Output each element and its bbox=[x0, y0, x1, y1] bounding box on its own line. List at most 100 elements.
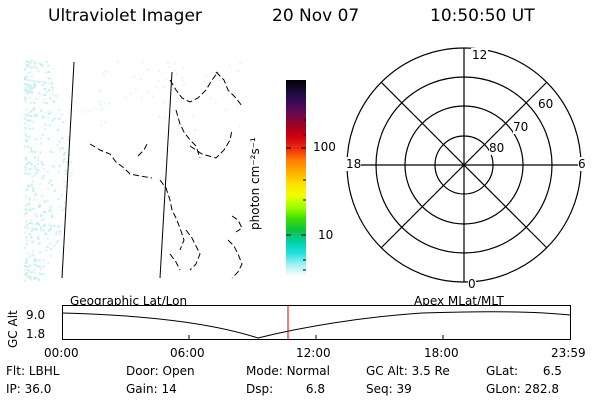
emission-dot bbox=[26, 89, 29, 92]
emission-dot bbox=[108, 102, 111, 105]
emission-dot bbox=[29, 271, 32, 274]
emission-dot bbox=[164, 78, 167, 81]
emission-dot bbox=[24, 156, 27, 159]
emission-dot bbox=[58, 117, 61, 120]
emission-dot bbox=[33, 198, 36, 201]
meridian-line-left bbox=[61, 61, 75, 279]
emission-dot bbox=[69, 160, 72, 163]
emission-dot bbox=[27, 173, 30, 176]
emission-dot bbox=[29, 275, 32, 278]
emission-dot bbox=[25, 236, 28, 238]
emission-dot bbox=[24, 189, 27, 192]
emission-dot bbox=[39, 142, 42, 145]
emission-dot bbox=[44, 200, 46, 203]
emission-dot bbox=[26, 162, 29, 165]
emission-dot bbox=[24, 127, 27, 130]
alt-tick-1-8: 1.8 bbox=[26, 327, 46, 341]
emission-dot bbox=[181, 79, 184, 82]
emission-dot bbox=[26, 60, 29, 63]
emission-dot bbox=[27, 91, 30, 94]
emission-dot bbox=[51, 86, 54, 89]
emission-dot bbox=[48, 82, 51, 85]
emission-dot bbox=[38, 92, 41, 95]
emission-dot bbox=[41, 163, 44, 166]
emission-dot bbox=[28, 203, 30, 205]
emission-dot bbox=[49, 150, 52, 153]
emission-dot bbox=[24, 231, 27, 234]
emission-dot bbox=[28, 96, 31, 99]
status-seq: Seq: 39 bbox=[366, 382, 412, 396]
emission-dot bbox=[28, 65, 30, 68]
emission-dot bbox=[50, 184, 53, 186]
emission-dot bbox=[48, 111, 51, 114]
emission-dot bbox=[30, 114, 33, 117]
emission-dot bbox=[203, 81, 206, 84]
emission-dot bbox=[38, 183, 41, 186]
emission-dot bbox=[30, 235, 33, 238]
emission-dot bbox=[24, 76, 27, 79]
emission-dot bbox=[61, 113, 64, 116]
emission-dot bbox=[40, 137, 43, 139]
emission-dot bbox=[50, 248, 53, 251]
emission-dot bbox=[102, 71, 105, 74]
emission-dot bbox=[41, 115, 44, 118]
emission-dot bbox=[68, 163, 71, 165]
emission-dot bbox=[58, 148, 61, 151]
emission-dot bbox=[51, 215, 54, 218]
emission-dot bbox=[55, 242, 58, 245]
emission-dot bbox=[64, 201, 67, 204]
emission-dot bbox=[42, 93, 45, 96]
status-flt: Flt: LBHL bbox=[6, 364, 60, 378]
emission-dot bbox=[36, 222, 39, 224]
emission-dot bbox=[58, 109, 61, 112]
emission-dot bbox=[63, 215, 66, 218]
emission-dot bbox=[46, 200, 49, 203]
emission-dot bbox=[26, 259, 28, 262]
emission-dot bbox=[26, 223, 29, 226]
emission-dot bbox=[34, 156, 36, 159]
emission-dot bbox=[32, 120, 35, 123]
emission-dot bbox=[30, 219, 33, 222]
emission-dot bbox=[33, 271, 36, 274]
emission-dot bbox=[30, 92, 33, 95]
emission-dot bbox=[104, 102, 107, 105]
emission-dot bbox=[38, 278, 41, 281]
emission-dot bbox=[158, 79, 160, 82]
emission-dot bbox=[27, 270, 30, 273]
emission-dot bbox=[44, 94, 47, 96]
date-label: 20 Nov 07 bbox=[272, 6, 360, 26]
emission-dot bbox=[26, 272, 29, 274]
emission-dot bbox=[24, 140, 27, 143]
alt-tick-9: 9.0 bbox=[26, 308, 46, 322]
emission-dot bbox=[28, 90, 31, 93]
emission-dot bbox=[44, 123, 47, 126]
emission-dot bbox=[37, 156, 40, 159]
emission-dot bbox=[33, 165, 36, 168]
emission-dot bbox=[24, 122, 26, 125]
emission-dot bbox=[26, 252, 29, 255]
emission-dot bbox=[28, 232, 31, 235]
emission-dot bbox=[173, 62, 176, 65]
emission-dot bbox=[32, 80, 35, 83]
emission-dot bbox=[47, 116, 50, 119]
emission-dot bbox=[36, 265, 39, 267]
emission-dot bbox=[35, 259, 38, 262]
emission-dot bbox=[27, 137, 30, 139]
emission-dot bbox=[27, 72, 30, 75]
emission-dot bbox=[30, 185, 33, 188]
emission-dot bbox=[43, 224, 46, 227]
polar-grid bbox=[346, 47, 582, 283]
emission-dot bbox=[205, 84, 208, 87]
emission-dot bbox=[49, 97, 52, 100]
emission-dot bbox=[28, 168, 31, 171]
emission-dot bbox=[26, 78, 29, 81]
emission-dot bbox=[61, 137, 64, 139]
emission-dot bbox=[25, 134, 28, 137]
emission-dot bbox=[31, 91, 34, 94]
gc-alt-axis-label: GC Alt bbox=[6, 310, 20, 348]
emission-dot bbox=[135, 87, 137, 90]
emission-dot bbox=[41, 273, 44, 275]
mlat-label-60: 60 bbox=[538, 97, 554, 111]
emission-dot bbox=[36, 68, 39, 70]
emission-dot bbox=[132, 76, 135, 78]
